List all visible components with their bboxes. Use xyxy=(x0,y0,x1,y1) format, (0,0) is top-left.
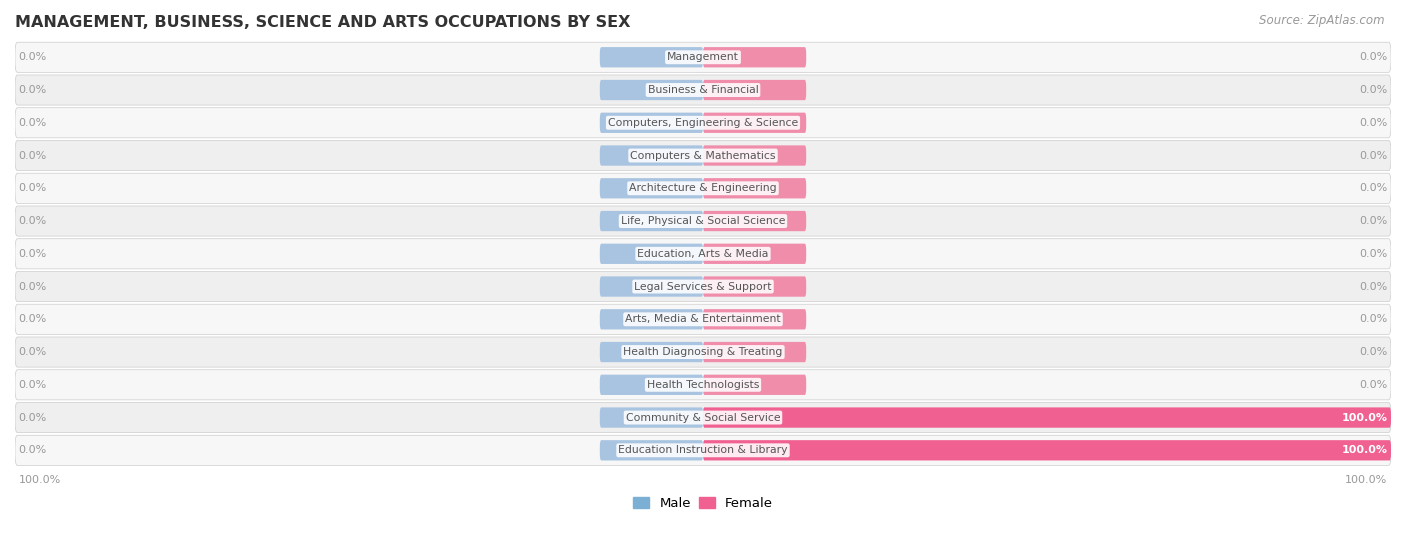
Text: Computers, Engineering & Science: Computers, Engineering & Science xyxy=(607,118,799,128)
Text: Arts, Media & Entertainment: Arts, Media & Entertainment xyxy=(626,314,780,324)
FancyBboxPatch shape xyxy=(600,211,703,231)
FancyBboxPatch shape xyxy=(15,304,1391,334)
Text: Education Instruction & Library: Education Instruction & Library xyxy=(619,446,787,456)
Text: 0.0%: 0.0% xyxy=(18,216,46,226)
FancyBboxPatch shape xyxy=(15,173,1391,203)
FancyBboxPatch shape xyxy=(600,309,703,329)
Text: MANAGEMENT, BUSINESS, SCIENCE AND ARTS OCCUPATIONS BY SEX: MANAGEMENT, BUSINESS, SCIENCE AND ARTS O… xyxy=(15,15,630,30)
FancyBboxPatch shape xyxy=(15,108,1391,138)
FancyBboxPatch shape xyxy=(15,337,1391,367)
Text: 0.0%: 0.0% xyxy=(18,85,46,95)
FancyBboxPatch shape xyxy=(600,112,703,133)
FancyBboxPatch shape xyxy=(15,402,1391,433)
Text: 0.0%: 0.0% xyxy=(1360,216,1388,226)
FancyBboxPatch shape xyxy=(703,47,806,68)
FancyBboxPatch shape xyxy=(600,244,703,264)
FancyBboxPatch shape xyxy=(703,440,1391,461)
Text: 0.0%: 0.0% xyxy=(18,282,46,292)
Text: 0.0%: 0.0% xyxy=(18,413,46,423)
FancyBboxPatch shape xyxy=(600,276,703,297)
Text: Legal Services & Support: Legal Services & Support xyxy=(634,282,772,292)
Text: 100.0%: 100.0% xyxy=(1341,446,1388,456)
Text: 0.0%: 0.0% xyxy=(18,150,46,160)
FancyBboxPatch shape xyxy=(703,244,806,264)
Text: 100.0%: 100.0% xyxy=(18,475,60,485)
Text: 0.0%: 0.0% xyxy=(18,347,46,357)
FancyBboxPatch shape xyxy=(15,140,1391,170)
Text: 0.0%: 0.0% xyxy=(1360,249,1388,259)
Text: 0.0%: 0.0% xyxy=(1360,52,1388,62)
Text: 0.0%: 0.0% xyxy=(18,52,46,62)
Text: 0.0%: 0.0% xyxy=(1360,347,1388,357)
Text: 0.0%: 0.0% xyxy=(18,380,46,390)
FancyBboxPatch shape xyxy=(703,80,806,100)
Text: Health Diagnosing & Treating: Health Diagnosing & Treating xyxy=(623,347,783,357)
Legend: Male, Female: Male, Female xyxy=(627,492,779,515)
Text: 0.0%: 0.0% xyxy=(1360,150,1388,160)
Text: 0.0%: 0.0% xyxy=(1360,118,1388,128)
FancyBboxPatch shape xyxy=(703,408,1391,428)
FancyBboxPatch shape xyxy=(703,112,806,133)
FancyBboxPatch shape xyxy=(600,47,703,68)
Text: Community & Social Service: Community & Social Service xyxy=(626,413,780,423)
FancyBboxPatch shape xyxy=(600,145,703,165)
Text: Education, Arts & Media: Education, Arts & Media xyxy=(637,249,769,259)
Text: 0.0%: 0.0% xyxy=(1360,85,1388,95)
Text: Management: Management xyxy=(666,52,740,62)
Text: 0.0%: 0.0% xyxy=(1360,282,1388,292)
FancyBboxPatch shape xyxy=(600,408,703,428)
Text: 0.0%: 0.0% xyxy=(18,249,46,259)
Text: Life, Physical & Social Science: Life, Physical & Social Science xyxy=(621,216,785,226)
Text: 0.0%: 0.0% xyxy=(1360,183,1388,193)
FancyBboxPatch shape xyxy=(15,272,1391,302)
Text: Computers & Mathematics: Computers & Mathematics xyxy=(630,150,776,160)
Text: Architecture & Engineering: Architecture & Engineering xyxy=(630,183,776,193)
Text: Business & Financial: Business & Financial xyxy=(648,85,758,95)
Text: Source: ZipAtlas.com: Source: ZipAtlas.com xyxy=(1260,14,1385,27)
FancyBboxPatch shape xyxy=(15,369,1391,400)
FancyBboxPatch shape xyxy=(15,206,1391,236)
Text: 0.0%: 0.0% xyxy=(1360,380,1388,390)
Text: 0.0%: 0.0% xyxy=(18,446,46,456)
Text: 0.0%: 0.0% xyxy=(18,183,46,193)
FancyBboxPatch shape xyxy=(703,145,806,165)
Text: Health Technologists: Health Technologists xyxy=(647,380,759,390)
FancyBboxPatch shape xyxy=(600,178,703,198)
FancyBboxPatch shape xyxy=(703,211,806,231)
FancyBboxPatch shape xyxy=(600,440,703,461)
Text: 100.0%: 100.0% xyxy=(1341,413,1388,423)
FancyBboxPatch shape xyxy=(15,75,1391,105)
Text: 100.0%: 100.0% xyxy=(1346,475,1388,485)
Text: 0.0%: 0.0% xyxy=(18,314,46,324)
Text: 0.0%: 0.0% xyxy=(18,118,46,128)
FancyBboxPatch shape xyxy=(15,42,1391,72)
FancyBboxPatch shape xyxy=(703,178,806,198)
FancyBboxPatch shape xyxy=(703,276,806,297)
FancyBboxPatch shape xyxy=(600,375,703,395)
FancyBboxPatch shape xyxy=(703,309,806,329)
FancyBboxPatch shape xyxy=(703,375,806,395)
FancyBboxPatch shape xyxy=(15,239,1391,269)
FancyBboxPatch shape xyxy=(600,80,703,100)
FancyBboxPatch shape xyxy=(600,342,703,362)
FancyBboxPatch shape xyxy=(703,342,806,362)
Text: 0.0%: 0.0% xyxy=(1360,314,1388,324)
FancyBboxPatch shape xyxy=(15,435,1391,466)
